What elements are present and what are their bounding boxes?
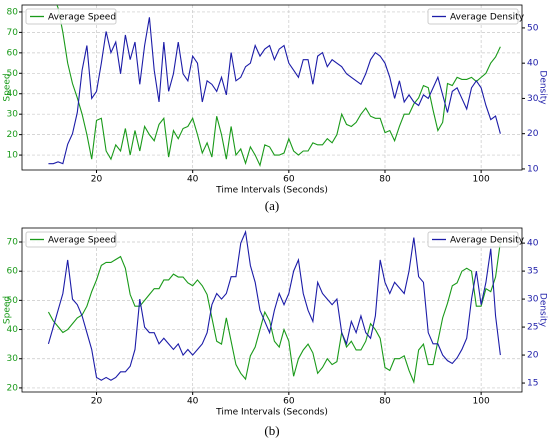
y-tick-label: 60 [7, 267, 19, 277]
plot-frame [21, 227, 523, 393]
legend: Average Speed [25, 231, 117, 248]
y-tick-label: 70 [7, 238, 19, 248]
y-tick-label: 60 [7, 48, 19, 58]
data-line [47, 229, 501, 381]
legend-label: Average Density [450, 13, 525, 23]
y2-tick-label: 40 [527, 59, 539, 69]
chart-panel: 20 40 60 80 10010203040506070801020304050Ave… [3, 4, 548, 213]
x-tick-label: 40 [187, 175, 199, 185]
lines [47, 229, 501, 385]
y2-tick-label: 30 [527, 94, 539, 104]
plot-frame [21, 4, 523, 171]
y-tick-label: 50 [7, 69, 19, 79]
lines [48, 5, 501, 167]
x-axis-label: Time Intervals (Seconds) [215, 186, 328, 196]
x-tick-label: 60 [283, 175, 295, 185]
caption: (a) [265, 198, 279, 213]
data-line [56, 5, 501, 167]
y-tick-label: 10 [7, 151, 19, 161]
y-axis-label: Speed [3, 296, 13, 324]
y2-tick-label: 10 [527, 164, 539, 174]
legend-label: Average Density [450, 236, 525, 246]
y2-axis-label: Density [538, 293, 548, 328]
y-tick-label: 40 [7, 325, 19, 335]
data-line [47, 241, 501, 385]
x-tick-label: 80 [379, 397, 391, 407]
legend-box [25, 8, 117, 25]
chart-panel: 20 40 60 80 100203040506070152025303540Avera… [3, 227, 548, 438]
y2-tick-label: 50 [527, 23, 539, 33]
legend: Average Speed [25, 8, 117, 25]
x-tick-label: 40 [187, 397, 199, 407]
y-tick-label: 20 [7, 130, 19, 140]
y2-tick-label: 20 [527, 129, 539, 139]
x-tick-label: 80 [379, 175, 391, 185]
legend: Average Density [427, 8, 525, 25]
y-tick-label: 30 [7, 110, 19, 120]
y2-tick-label: 30 [527, 295, 539, 305]
y2-tick-label: 40 [527, 239, 539, 249]
x-tick-label: 100 [473, 175, 490, 185]
x-tick-label: 20 [91, 397, 103, 407]
y-tick-label: 40 [7, 89, 19, 99]
legend: Average Density [427, 231, 525, 248]
y2-tick-label: 15 [527, 379, 538, 389]
data-line [48, 17, 501, 165]
y2-tick-label: 35 [527, 267, 538, 277]
y-tick-label: 80 [7, 7, 19, 17]
x-tick-label: 100 [473, 397, 490, 407]
x-tick-label: 60 [283, 397, 295, 407]
legend-box [427, 8, 519, 25]
x-tick-label: 20 [91, 175, 103, 185]
y2-axis-label: Density [538, 70, 548, 105]
y2-tick-label: 20 [527, 351, 539, 361]
y-tick-label: 70 [7, 28, 19, 38]
legend-label: Average Speed [48, 13, 116, 23]
legend-box [427, 231, 519, 248]
y-tick-label: 30 [7, 354, 19, 364]
legend-box [25, 231, 117, 248]
y-axis-label: Speed [3, 73, 13, 101]
x-axis-label: Time Intervals (Seconds) [215, 408, 328, 418]
y2-tick-label: 25 [527, 323, 538, 333]
y-tick-label: 20 [7, 383, 19, 393]
legend-label: Average Speed [48, 236, 116, 246]
caption: (b) [264, 423, 279, 438]
y-tick-label: 50 [7, 296, 19, 306]
